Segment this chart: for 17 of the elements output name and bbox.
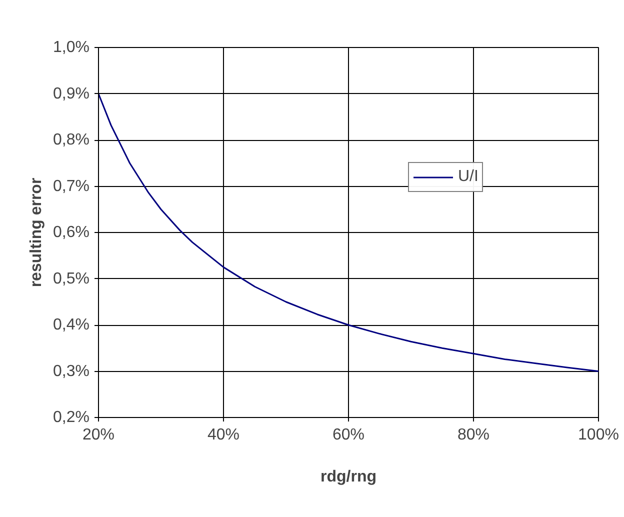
y-tick-label: 0,4% [53,316,90,334]
x-tick-label: 20% [82,426,115,444]
y-tick-label: 0,2% [53,409,90,426]
x-tick-label: 80% [457,426,490,444]
y-tick-label: 0,9% [53,85,90,102]
y-axis-title: resulting error [28,178,46,288]
legend-label: U/I [458,168,478,186]
y-tick-label: 0,7% [53,178,90,195]
x-tick-label: 60% [332,426,365,444]
y-tick-label: 0,5% [53,270,90,288]
x-tick-label: 40% [207,426,240,444]
x-axis-title: rdg/rng [320,468,377,486]
y-tick-label: 0,3% [53,362,90,380]
x-tick-label: 100% [578,426,619,444]
y-tick-label: 0,8% [53,132,90,148]
y-tick-label: 1,0% [53,39,90,56]
y-tick-label: 0,6% [53,224,90,241]
